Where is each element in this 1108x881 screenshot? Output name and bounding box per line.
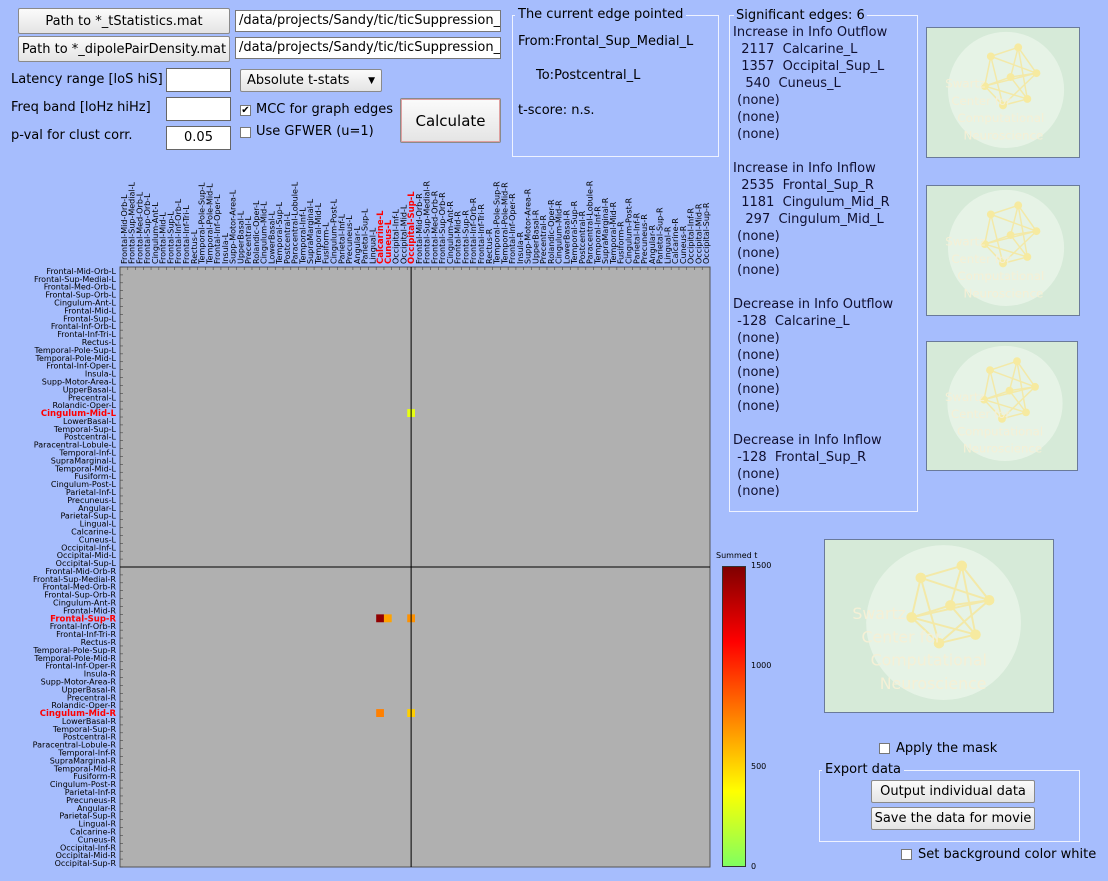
sig-edge-line: (none) [733, 229, 780, 244]
sig-group-title: Decrease in Info Inflow [733, 433, 882, 448]
set-bg-white-checkbox[interactable] [901, 849, 912, 860]
tstatistics-path-field[interactable]: /data/projects/Sandy/tic/ticSuppression_… [235, 10, 501, 32]
sig-edge-line: (none) [733, 365, 780, 380]
scn-logo-graphic: Swartz Center for Computational Neuroscienc… [825, 540, 1053, 712]
colorbar-tick-label: 1000 [751, 661, 771, 670]
sig-edge-line: (none) [733, 399, 780, 414]
sig-edge-line: 297 Cingulum_Mid_L [733, 212, 884, 227]
sig-edge-line: (none) [733, 110, 780, 125]
stat-type-select[interactable]: Absolute t-stats ▼ [240, 69, 382, 92]
sig-edge-line: 540 Cuneus_L [733, 76, 841, 91]
logo-text-line: Swartz [852, 604, 906, 623]
scn-logo-3: Swartz Center for Computational Neuroscienc… [926, 341, 1078, 471]
sig-edge-line: (none) [733, 331, 780, 346]
matrix-cell [376, 614, 384, 622]
gfwer-checkbox[interactable] [240, 127, 251, 138]
dropdown-arrow-icon: ▼ [368, 76, 375, 86]
pval-input[interactable]: 0.05 [166, 126, 231, 150]
edge-to-text: To:Postcentral_L [536, 68, 640, 83]
apply-mask-label: Apply the mask [896, 741, 997, 756]
logo-text-line: Center for [951, 407, 1010, 421]
sig-edge-line: (none) [733, 93, 780, 108]
current-edge-title: The current edge pointed [515, 7, 686, 22]
logo-text-line: Computational [957, 269, 1044, 283]
connectivity-matrix[interactable]: Frontal-Mid-Orb-LFrontal-Sup-Medial-LFro… [0, 160, 712, 881]
apply-mask-checkbox[interactable] [879, 743, 890, 754]
colorbar [722, 566, 746, 867]
gfwer-label: Use GFWER (u=1) [256, 124, 374, 139]
sig-group-title: Increase in Info Outflow [733, 25, 887, 40]
logo-text-line: Swartz [945, 234, 985, 248]
sig-edge-line: -128 Calcarine_L [733, 314, 850, 329]
colorbar-tick-label: 500 [751, 762, 766, 771]
matrix-cell [384, 614, 392, 622]
scn-logo-large: Swartz Center for Computational Neuroscienc… [824, 539, 1054, 713]
stat-type-value: Absolute t-stats [247, 73, 349, 88]
sig-group-title: Decrease in Info Outflow [733, 297, 893, 312]
calculate-button[interactable]: Calculate [400, 98, 501, 143]
scn-logo-graphic: Swartz Center for Computational Neuroscienc… [927, 28, 1079, 157]
sig-edge-line: 1181 Cingulum_Mid_R [733, 195, 890, 210]
logo-text-line: Center for [951, 252, 1011, 266]
edge-from-text: From:Frontal_Sup_Medial_L [518, 34, 693, 49]
mcc-label: MCC for graph edges [256, 102, 393, 117]
sig-edge-line: 2117 Calcarine_L [733, 42, 857, 57]
sig-edge-line: (none) [733, 467, 780, 482]
sig-edge-line: (none) [733, 127, 780, 142]
logo-text-line: Computational [957, 424, 1043, 438]
scn-logo-graphic: Swartz Center for Computational Neuroscienc… [927, 186, 1079, 315]
sig-edge-line: -128 Frontal_Sup_R [733, 450, 866, 465]
logo-text-line: Computational [957, 111, 1044, 125]
dipole-density-path-button[interactable]: Path to *_dipolePairDensity.mat [18, 36, 230, 62]
logo-text-line: Swartz [945, 76, 985, 90]
colorbar-title: Summed t [716, 551, 757, 560]
export-data-title: Export data [822, 762, 904, 777]
matrix-cell [376, 709, 384, 717]
pval-label: p-val for clust corr. [11, 128, 133, 143]
logo-text-line: Center for [951, 94, 1011, 108]
save-data-movie-button[interactable]: Save the data for movie [871, 807, 1035, 830]
dipole-path-field[interactable]: /data/projects/Sandy/tic/ticSuppression_… [235, 37, 501, 59]
sig-edge-line: (none) [733, 348, 780, 363]
logo-text-line: Swartz [945, 390, 985, 404]
freq-band-label: Freq band [loHz hiHz] [11, 100, 151, 115]
sig-edge-line: (none) [733, 246, 780, 261]
edge-tscore-text: t-score: n.s. [518, 103, 595, 118]
logo-text-line: Neuroscience [963, 442, 1042, 456]
logo-text-line: Neuroscience [880, 674, 987, 693]
latency-range-input[interactable] [166, 68, 231, 92]
logo-text-line: Neuroscience [963, 287, 1043, 301]
sig-edge-line: 2535 Frontal_Sup_R [733, 178, 874, 193]
logo-text-line: Neuroscience [963, 129, 1043, 143]
matrix-row-label: Occipital-Sup-R [55, 859, 117, 868]
set-bg-white-label: Set background color white [918, 847, 1096, 862]
sig-edge-line: (none) [733, 382, 780, 397]
scn-logo-graphic: Swartz Center for Computational Neuroscienc… [927, 342, 1077, 470]
colorbar-tick-label: 1500 [751, 561, 771, 570]
mcc-checkbox[interactable]: ✔ [240, 105, 251, 116]
freq-band-input[interactable] [166, 97, 231, 121]
scn-logo-1: Swartz Center for Computational Neuroscienc… [926, 27, 1080, 158]
latency-range-label: Latency range [loS hiS] [11, 72, 163, 87]
logo-text-line: Computational [871, 651, 987, 670]
tstatistics-path-button[interactable]: Path to *_tStatistics.mat [18, 8, 230, 34]
sig-edge-line: (none) [733, 263, 780, 278]
sig-edge-line: 1357 Occipital_Sup_L [733, 59, 884, 74]
logo-text-line: Center for [861, 627, 941, 646]
significant-edges-header: Significant edges: 6 [734, 8, 867, 23]
colorbar-tick-label: 0 [751, 862, 756, 871]
sig-edge-line: (none) [733, 484, 780, 499]
matrix-col-label: Occipital-Sup-R [702, 202, 711, 264]
sig-group-title: Increase in Info Inflow [733, 161, 876, 176]
output-individual-data-button[interactable]: Output individual data [871, 780, 1035, 803]
scn-logo-2: Swartz Center for Computational Neuroscienc… [926, 185, 1080, 316]
